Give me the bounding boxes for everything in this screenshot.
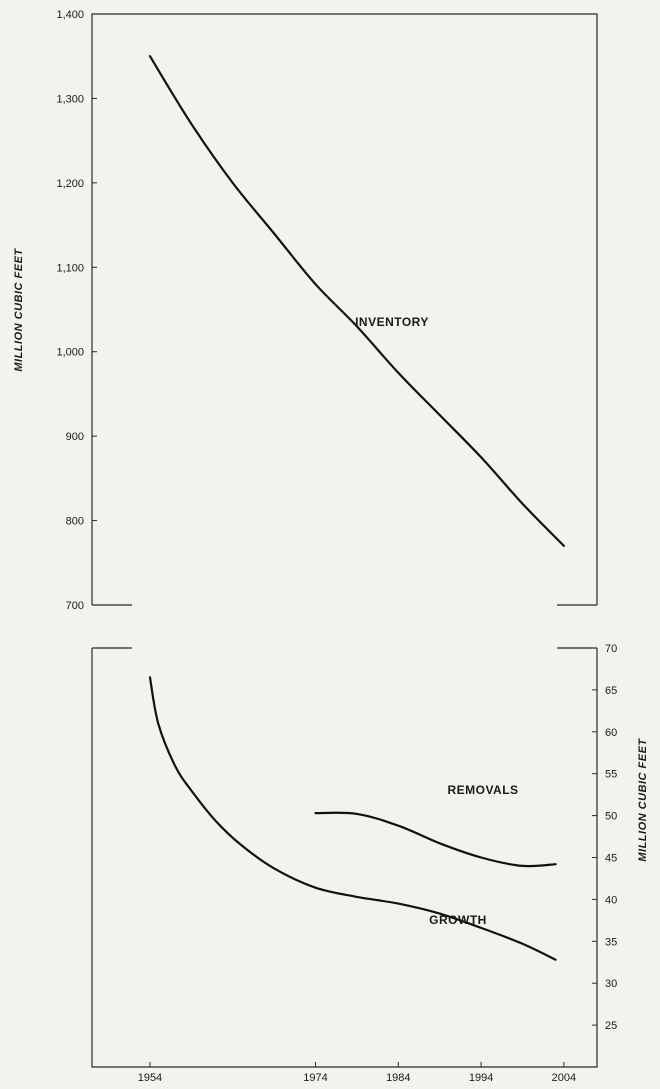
growth-label: GROWTH [429, 913, 487, 927]
top-y-tick-label: 800 [66, 516, 84, 528]
removals-label: REMOVALS [447, 783, 518, 797]
top-y-tick-label: 1,400 [56, 9, 84, 21]
bottom-y-tick-label: 65 [605, 685, 617, 697]
top-y-tick-label: 700 [66, 600, 84, 612]
growth-removals-panel: 70 65 60 55 50 45 40 35 30 25 1954 1974 1984 1994 2004… [91, 643, 617, 1084]
bottom-y-tick-label: 40 [605, 894, 617, 906]
x-tick-label: 1954 [138, 1072, 162, 1084]
left-y-axis-title: MILLION CUBIC FEET [13, 248, 25, 372]
right-y-axis-title: MILLION CUBIC FEET [637, 738, 649, 862]
bottom-y-tick-label: 60 [605, 727, 617, 739]
bottom-y-tick-label: 45 [605, 853, 617, 865]
bottom-y-tick-label: 35 [605, 936, 617, 948]
top-y-tick-label: 1,100 [56, 262, 84, 274]
bottom-y-tick-label: 30 [605, 978, 617, 990]
top-y-tick-label: 1,000 [56, 347, 84, 359]
inventory-label: INVENTORY [355, 315, 429, 329]
bottom-y-tick-label: 70 [605, 643, 617, 655]
x-tick-label: 1984 [386, 1072, 410, 1084]
top-y-tick-label: 1,300 [56, 93, 84, 105]
x-tick-label: 1974 [303, 1072, 327, 1084]
bottom-y-tick-label: 50 [605, 811, 617, 823]
top-y-tick-label: 1,200 [56, 178, 84, 190]
top-y-tick-label: 900 [66, 431, 84, 443]
inventory-panel: 1,400 1,300 1,200 1,100 1,000 900 800 700 INVENT… [56, 9, 598, 612]
removals-line [314, 811, 557, 868]
bottom-frame [91, 648, 598, 1068]
inventory-line [148, 55, 565, 547]
top-frame [91, 13, 598, 605]
bottom-y-tick-label: 55 [605, 769, 617, 781]
bottom-y-tick-label: 25 [605, 1020, 617, 1032]
growth-line [148, 676, 557, 961]
x-tick-label: 1994 [469, 1072, 493, 1084]
x-tick-label: 2004 [552, 1072, 576, 1084]
